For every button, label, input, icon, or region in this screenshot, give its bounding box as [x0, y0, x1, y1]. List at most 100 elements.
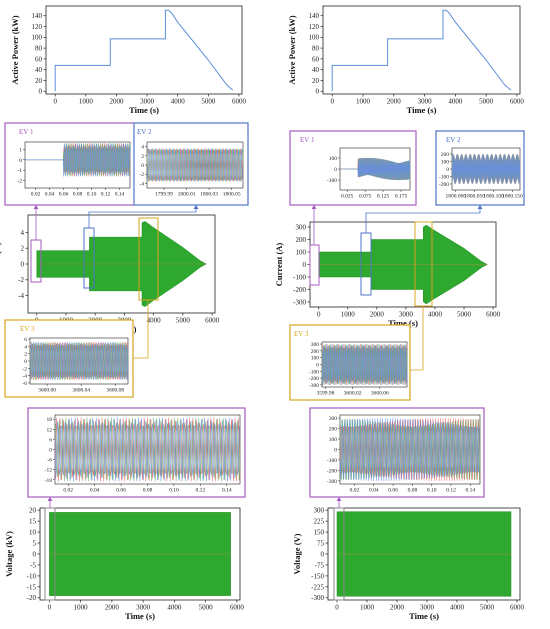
voltage-left-ytick-label: 10	[29, 528, 37, 536]
current-right-xtick-label: 1000	[341, 311, 356, 319]
ev2-left-xtick-label: 1800.01	[178, 192, 196, 198]
ev1-left-ytick-label: -2	[17, 179, 22, 185]
ev1-left-xtick-label: 0.12	[101, 192, 111, 198]
power-left-xtick-label: 3000	[140, 98, 155, 106]
power-right-ytick-label: 120	[309, 23, 320, 31]
power-left-ytick-label: 0	[39, 88, 43, 96]
power-left-xtick-label: 2000	[109, 98, 124, 106]
ev1-right-ytick-label: -100	[327, 178, 337, 184]
ev3-right-phase-3-line	[321, 343, 408, 386]
voltage-right-xtick-label: 1000	[360, 604, 375, 612]
ev2-left-ytick-label: 4	[141, 145, 144, 151]
vz-left-xtick-label: 0.02	[63, 488, 73, 494]
ev2-left-ytick-label: 0	[141, 163, 144, 169]
ev2-left-arrow	[193, 205, 199, 209]
power-right-ytick-label: 140	[309, 12, 320, 20]
ev1-left-xtick-label: 0.10	[87, 192, 97, 198]
ev3-right-xtick-label: 3600.02	[344, 391, 362, 397]
power-right-panel: 0 1000 2000 3000 4000 5000 6000 0 20 40 60 80 100 120…	[287, 5, 525, 115]
voltage-right-xtick-label: 3000	[420, 604, 435, 612]
vz-right-ytick-label: 100	[329, 437, 338, 443]
vz-left-ytick-label: -18	[45, 478, 53, 484]
ev1-right-highlight-box	[309, 244, 320, 286]
ev1-left-phase-3-line	[25, 142, 131, 177]
ev3-right-ytick-label: -300	[309, 383, 319, 389]
ev3-right-connector	[410, 306, 424, 371]
vz-left-ytick-label: -12	[45, 468, 53, 474]
power-left-xtick-label: 4000	[171, 98, 186, 106]
vz-left-ytick-label: 6	[49, 437, 52, 443]
ev1-left-event-label: EV 1	[19, 128, 34, 136]
ev1-right-xtick-label: 0.025	[341, 194, 354, 200]
vz-right-ytick-label: -100	[327, 458, 337, 464]
vz-left-inset: 0.02 0.04 0.06 0.08 0.10 0.12 0.14 18 12 6 0 -6 -12 -…	[27, 407, 246, 498]
ev2-right-ytick-label: 200	[441, 152, 450, 158]
current-left-ytick-label: 2	[21, 245, 25, 253]
ev3-right-event-label: EV 3	[294, 330, 309, 338]
vz-right-xtick-label: 0.10	[427, 488, 437, 494]
power-left-xtick-label: 1000	[79, 98, 94, 106]
ev1-left-arrow	[33, 205, 39, 209]
ev3-left-ytick-label: 6	[24, 337, 27, 343]
ev2-right-ytick-label: 100	[441, 160, 450, 166]
current-right-ytick-label: 0	[303, 261, 307, 269]
ev2-left-ytick-label: 2	[141, 154, 144, 160]
vz-right-inset: 0.02 0.04 0.06 0.08 0.10 0.12 0.14 300 200 100 0 -1…	[309, 407, 485, 498]
ev2-left-xtick-label: 1800.03	[200, 192, 218, 198]
voltage-left-ytick-label: -10	[27, 572, 37, 580]
current-right-xtick-label: 3000	[399, 311, 414, 319]
power-left-ytick-label: 80	[35, 45, 43, 53]
power-right-xtick-label: 6000	[510, 98, 525, 106]
power-left-xtick-label: 6000	[232, 98, 247, 106]
ev3-left-phase-3-line	[29, 341, 129, 381]
voltage-left-xtick-label: 6000	[230, 604, 245, 612]
ev3-left-ytick-label: -6	[22, 381, 27, 387]
ev1-left-xtick-label: 0.08	[73, 192, 83, 198]
ev1-left-xtick-label: 0.02	[31, 192, 41, 198]
voltage-left-ytick-label: 20	[29, 507, 37, 515]
vz-left-xtick-label: 0.12	[196, 488, 206, 494]
current-right-xtick-label: 0	[317, 311, 321, 319]
power-left-ylabel: Active Power (kW)	[10, 15, 20, 84]
ev2-right-xtick-label: 1800.100	[483, 194, 504, 200]
vz-right-xtick-label: 0.08	[408, 488, 418, 494]
power-left-series-line	[54, 9, 234, 92]
voltage-left-xtick-label: 2000	[105, 604, 120, 612]
power-right-ylabel: Active Power (kW)	[287, 15, 297, 84]
ev3-right-ytick-label: 100	[311, 356, 320, 362]
voltage-right-ytick-label: 225	[314, 518, 325, 526]
vz-right-xtick-label: 0.02	[350, 488, 360, 494]
power-left-ytick-label: 140	[32, 12, 43, 20]
ev2-right-xtick-label: 1800.000	[445, 194, 466, 200]
vz-right-arrow	[336, 497, 342, 501]
voltage-right-xtick-label: 4000	[450, 604, 465, 612]
ev2-left-xtick-label: 1799.99	[155, 192, 173, 198]
voltage-left-ytick-label: 5	[33, 539, 37, 547]
current-left-xtick-label: 5000	[176, 317, 191, 325]
vz-left-ytick-label: 12	[47, 427, 53, 433]
vz-right-xtick-label: 0.12	[446, 488, 456, 494]
ev1-right-xtick-label: 0.075	[359, 194, 372, 200]
current-left-ytick-label: -4	[18, 292, 24, 300]
vz-right-ytick-label: 0	[334, 448, 337, 454]
current-right-ytick-label: 200	[296, 236, 307, 244]
current-right-xtick-label: 4000	[428, 311, 443, 319]
ev2-left-ytick-label: -4	[139, 181, 144, 187]
ev2-left-inset: EV 2 1799.99 1800.01 1800.03 1800.05 4 2 0 -2 -4	[133, 122, 249, 206]
power-right-frame	[322, 5, 521, 95]
current-left-xtick-label: 4000	[147, 317, 162, 325]
voltage-right-ylabel: Voltage (V)	[292, 533, 302, 574]
power-right-xtick-label: 3000	[418, 98, 433, 106]
voltage-right-ytick-label: -300	[311, 594, 324, 602]
voltage-right-ytick-label: -75	[315, 561, 325, 569]
current-right-ytick-label: -100	[293, 273, 306, 281]
ev1-right-inset: EV 1 0.025 0.075 0.125 0.175 100 0 -100	[289, 130, 417, 206]
voltage-right-ytick-label: 300	[314, 507, 325, 515]
ev2-right-event-label: EV 2	[446, 136, 461, 144]
power-right-xtick-label: 0	[330, 98, 334, 106]
ev1-left-xtick-label: 0.14	[115, 192, 125, 198]
voltage-left-ytick-label: -15	[27, 583, 37, 591]
voltage-left-ytick-label: -5	[30, 561, 36, 569]
